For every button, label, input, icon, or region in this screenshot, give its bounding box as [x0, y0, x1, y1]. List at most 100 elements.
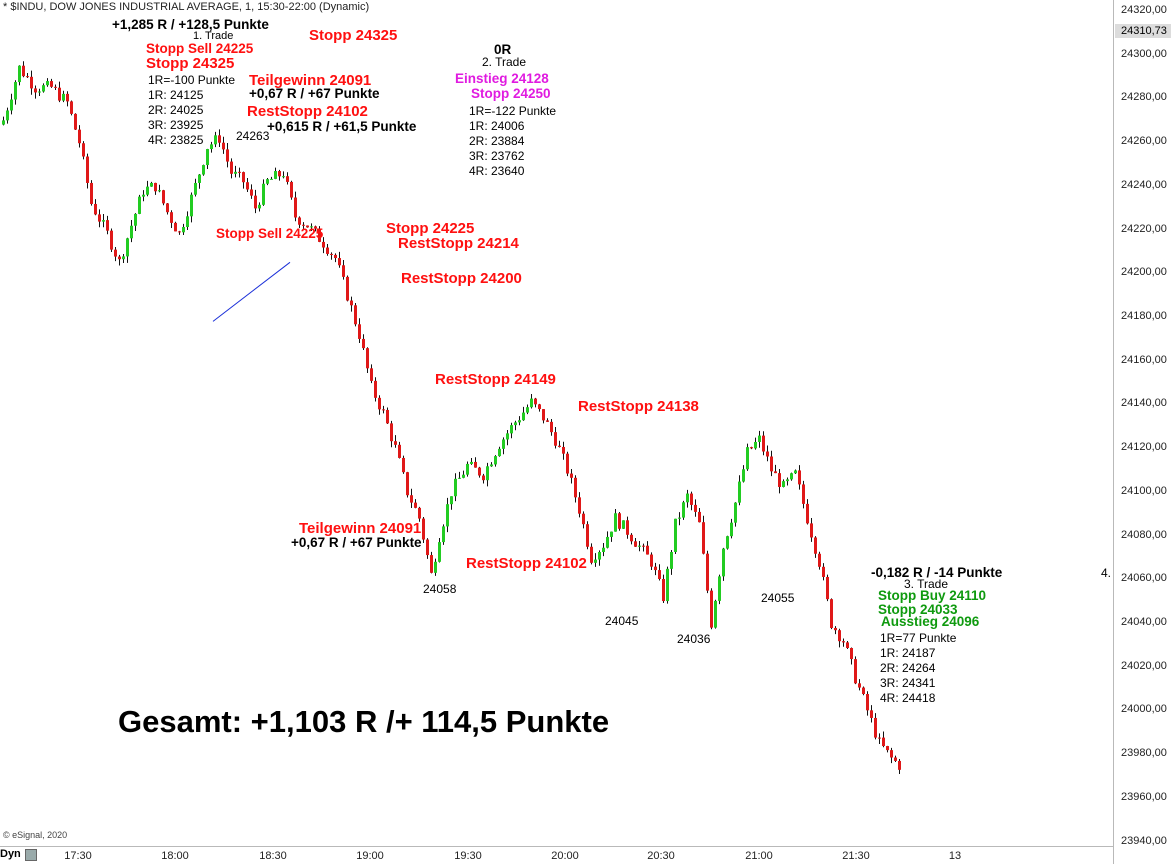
candle: [270, 176, 273, 180]
chart-area[interactable]: * $INDU, DOW JONES INDUSTRIAL AVERAGE, 1…: [0, 0, 1113, 846]
trade3-r-line-4: 4R: 24418: [880, 691, 936, 705]
candle: [670, 549, 673, 575]
reststopp-24102: RestStopp 24102: [466, 555, 587, 572]
candle: [798, 465, 801, 490]
candle: [190, 192, 193, 223]
price-tick-label: 24060,00: [1121, 572, 1167, 585]
candle: [570, 469, 573, 484]
candle: [290, 180, 293, 200]
candle: [786, 477, 789, 486]
candle: [606, 531, 609, 549]
candle: [674, 518, 677, 555]
candle: [522, 406, 525, 421]
candle: [722, 547, 725, 581]
time-axis[interactable]: 17:30 18:00 18:30 19:00 19:30 20:00 20:30 21:00…: [0, 846, 1113, 865]
candle: [26, 72, 29, 78]
candle: [422, 516, 425, 543]
candle: [702, 515, 705, 555]
lock-icon[interactable]: [25, 849, 37, 861]
candle: [634, 538, 637, 547]
candle: [282, 171, 285, 179]
candle: [762, 431, 765, 456]
candle: [754, 437, 757, 450]
trade3-ausstieg: Ausstieg 24096: [881, 614, 980, 629]
candle: [578, 492, 581, 518]
candle: [482, 473, 485, 484]
gesamt-summary: Gesamt: +1,103 R /+ 114,5 Punkte: [118, 704, 610, 739]
candle: [206, 148, 209, 169]
candle: [258, 202, 261, 212]
candle: [210, 141, 213, 153]
candle: [254, 189, 257, 214]
candle: [250, 184, 253, 199]
candle: [278, 169, 281, 181]
candle: [302, 222, 305, 229]
candle: [530, 394, 533, 409]
price-tick-label: 24120,00: [1121, 441, 1167, 454]
candle: [334, 253, 337, 263]
candle: [10, 93, 13, 115]
candle: [174, 221, 177, 232]
chart-title: * $INDU, DOW JONES INDUSTRIAL AVERAGE, 1…: [3, 1, 370, 13]
time-tick-label: 20:00: [551, 850, 579, 862]
candle: [202, 164, 205, 176]
candle: [758, 430, 761, 448]
trend-line[interactable]: [212, 261, 291, 322]
candle: [122, 254, 125, 264]
candle: [770, 450, 773, 477]
trade2-r-line-4: 4R: 23640: [469, 164, 525, 178]
candle: [90, 180, 93, 206]
candle: [542, 409, 545, 424]
candle: [178, 230, 181, 235]
candle: [326, 244, 329, 256]
candle: [38, 88, 41, 97]
candle: [730, 518, 733, 539]
candle: [486, 462, 489, 487]
trade3-r-line-3: 3R: 24341: [880, 676, 936, 690]
candle: [374, 377, 377, 402]
trade1-stopp-top: Stopp 24325: [309, 27, 398, 44]
candle: [738, 475, 741, 506]
candle: [366, 347, 369, 373]
candle: [306, 225, 309, 228]
trade1-r-line-0: 1R=-100 Punkte: [148, 73, 236, 87]
candle: [222, 136, 225, 154]
price-tick-label: 24240,00: [1121, 178, 1167, 191]
teilgewinn-2-result: +0,67 R / +67 Punkte: [291, 535, 422, 550]
time-tick-label: 21:00: [745, 850, 773, 862]
candle: [810, 518, 813, 542]
candle: [6, 107, 9, 124]
candle: [82, 141, 85, 160]
candle: [98, 209, 101, 228]
dyn-label[interactable]: Dyn: [0, 848, 21, 860]
candle: [826, 574, 829, 602]
candle: [286, 172, 289, 185]
candle: [466, 461, 469, 477]
candle: [434, 558, 437, 576]
candle: [746, 443, 749, 471]
candle: [774, 464, 777, 474]
stopp-sell-chart: Stopp Sell 24225: [216, 226, 324, 241]
candle: [642, 543, 645, 552]
candle: [130, 220, 133, 243]
price-chart[interactable]: [0, 0, 1113, 846]
candle: [46, 78, 49, 87]
trade3-stopp-buy: Stopp Buy 24110: [878, 588, 987, 603]
trade2-r-line-2: 2R: 23884: [469, 134, 525, 148]
price-tick-label: 24020,00: [1121, 659, 1167, 672]
candle: [106, 215, 109, 235]
candle: [678, 512, 681, 526]
candle: [182, 223, 185, 235]
candle: [70, 100, 73, 116]
candle: [846, 640, 849, 649]
candle: [778, 468, 781, 494]
candle: [886, 745, 889, 753]
trade3-r-line-2: 2R: 24264: [880, 661, 936, 675]
candle: [402, 455, 405, 474]
price-axis[interactable]: 24320,00 24300,00 24280,00 24260,00 24240,00…: [1113, 0, 1172, 864]
candle: [126, 237, 129, 263]
candle: [890, 747, 893, 764]
time-tick-label: 18:00: [161, 850, 189, 862]
candle: [514, 420, 517, 431]
candle: [602, 542, 605, 557]
